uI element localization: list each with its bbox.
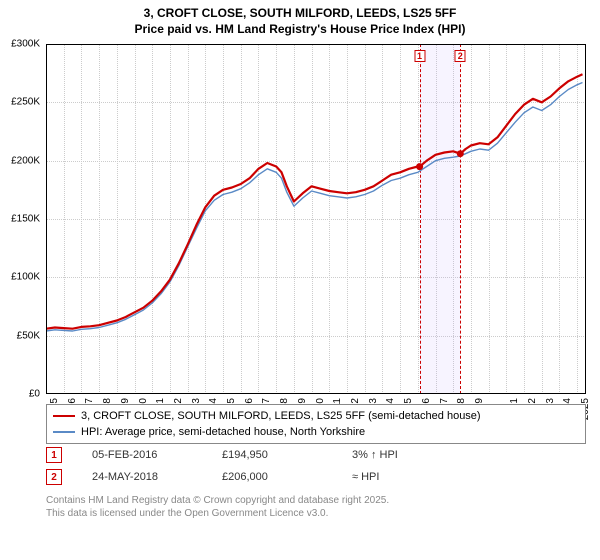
marker-badge-2: 2 bbox=[46, 469, 62, 485]
footer-line-1: Contains HM Land Registry data © Crown c… bbox=[46, 494, 586, 507]
chart-container: 3, CROFT CLOSE, SOUTH MILFORD, LEEDS, LS… bbox=[0, 0, 600, 560]
legend-box: 3, CROFT CLOSE, SOUTH MILFORD, LEEDS, LS… bbox=[46, 404, 586, 444]
y-tick-label: £0 bbox=[29, 389, 40, 400]
title-line-1: 3, CROFT CLOSE, SOUTH MILFORD, LEEDS, LS… bbox=[8, 6, 592, 22]
y-tick-label: £50K bbox=[17, 330, 40, 341]
marker-date-1: 05-FEB-2016 bbox=[92, 449, 192, 461]
y-tick-label: £200K bbox=[11, 155, 40, 166]
marker-delta-2: ≈ HPI bbox=[352, 471, 452, 483]
legend-swatch-2 bbox=[53, 431, 75, 432]
footer-line-2: This data is licensed under the Open Gov… bbox=[46, 507, 586, 520]
markers-block: 1 05-FEB-2016 £194,950 3% ↑ HPI 2 24-MAY… bbox=[46, 444, 586, 488]
y-tick-label: £250K bbox=[11, 97, 40, 108]
chart-area: £0£50K£100K£150K£200K£250K£300K 19951996… bbox=[46, 44, 586, 394]
marker-row-1: 1 05-FEB-2016 £194,950 3% ↑ HPI bbox=[46, 444, 586, 466]
marker-badge-1: 1 bbox=[46, 447, 62, 463]
marker-price-2: £206,000 bbox=[222, 471, 322, 483]
plot-border bbox=[46, 44, 586, 394]
legend-label-1: 3, CROFT CLOSE, SOUTH MILFORD, LEEDS, LS… bbox=[81, 410, 481, 422]
marker-tag: 2 bbox=[455, 50, 466, 62]
legend-row-1: 3, CROFT CLOSE, SOUTH MILFORD, LEEDS, LS… bbox=[53, 408, 579, 424]
y-tick-label: £150K bbox=[11, 214, 40, 225]
title-block: 3, CROFT CLOSE, SOUTH MILFORD, LEEDS, LS… bbox=[0, 0, 600, 39]
title-line-2: Price paid vs. HM Land Registry's House … bbox=[8, 22, 592, 38]
footer-block: Contains HM Land Registry data © Crown c… bbox=[46, 494, 586, 520]
legend-row-2: HPI: Average price, semi-detached house,… bbox=[53, 424, 579, 440]
marker-row-2: 2 24-MAY-2018 £206,000 ≈ HPI bbox=[46, 466, 586, 488]
marker-price-1: £194,950 bbox=[222, 449, 322, 461]
legend-label-2: HPI: Average price, semi-detached house,… bbox=[81, 426, 365, 438]
marker-date-2: 24-MAY-2018 bbox=[92, 471, 192, 483]
y-tick-label: £300K bbox=[11, 39, 40, 50]
marker-tag: 1 bbox=[414, 50, 425, 62]
y-tick-label: £100K bbox=[11, 272, 40, 283]
legend-swatch-1 bbox=[53, 415, 75, 417]
marker-delta-1: 3% ↑ HPI bbox=[352, 449, 452, 461]
